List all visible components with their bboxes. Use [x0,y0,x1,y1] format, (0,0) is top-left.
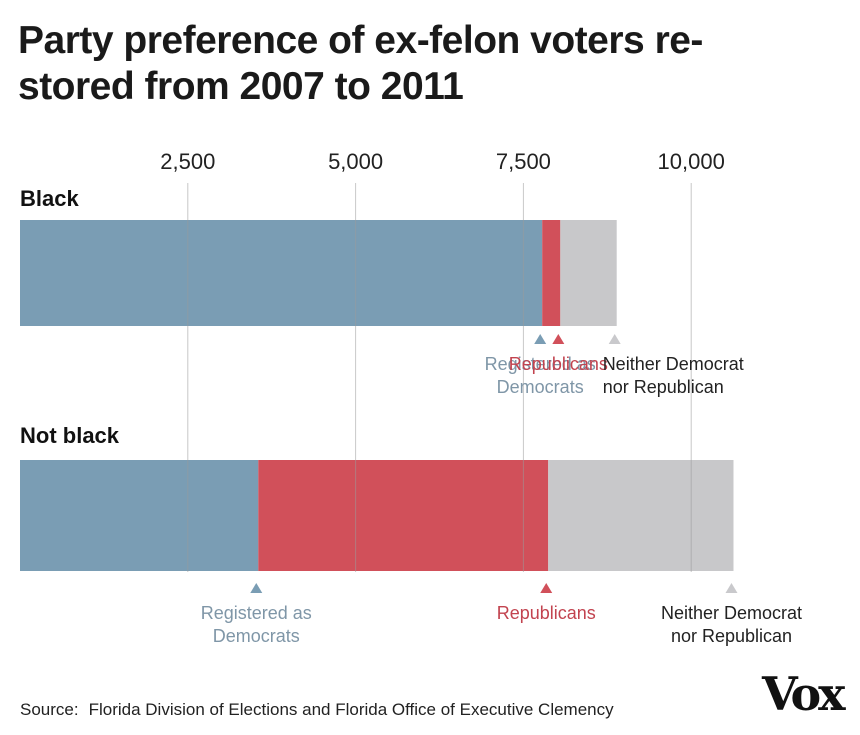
segment-label-line: Democrats [213,626,300,646]
bar-segment-1-1 [258,460,549,571]
segment-label-line: Registered as [485,354,596,374]
segment-label-1-2: Neither Democrat nor Republican [661,603,802,646]
segment-marker-0-1 [552,334,565,344]
segment-marker-1-0 [250,583,263,593]
segment-label-0-0: Registered as Democrats [485,354,596,397]
segment-label-line: Republicans [509,354,608,374]
segment-label-line: nor Republican [671,626,792,646]
chart-plot: 2,500 5,000 7,500 10,000 Black Registered as D… [20,149,802,646]
group-label-1: Not black [20,423,120,448]
segment-label-1-1: Republicans [497,603,596,623]
source-text: Florida Division of Elections and Florid… [88,700,614,719]
segment-label-1-0: Registered as Democrats [201,603,312,646]
segment-marker-1-2 [725,583,738,593]
segment-label-line: Democrats [497,377,584,397]
segment-label-line: Neither Democrat [603,354,744,374]
segment-marker-0-2 [608,334,621,344]
segment-label-0-1: Republicans [509,354,608,374]
title-line-1: Party preference of ex-felon voters re- [18,19,703,62]
segment-label-line: Republicans [497,603,596,623]
source-label: Source: [20,700,79,719]
bar-segment-0-0 [20,220,543,326]
bar-segment-1-2 [548,460,734,571]
group-label-0: Black [20,186,79,211]
x-tick-label-1: 5,000 [328,149,383,174]
source-note: Source: Florida Division of Elections and… [20,700,614,720]
title-line-2: stored from 2007 to 2011 [18,65,464,108]
segment-label-line: Registered as [201,603,312,623]
segment-marker-0-0 [534,334,547,344]
bar-segment-0-2 [560,220,617,326]
bar-segment-0-1 [542,220,561,326]
segment-label-line: nor Republican [603,377,724,397]
segment-label-line: Neither Democrat [661,603,802,623]
x-tick-label-3: 10,000 [658,149,725,174]
segment-label-0-2: Neither Democrat nor Republican [603,354,744,397]
x-tick-label-0: 2,500 [160,149,215,174]
bar-segment-1-0 [20,460,259,571]
chart-title: Party preference of ex-felon voters re- … [18,18,738,110]
vox-logo: Vox [762,667,846,721]
x-tick-label-2: 7,500 [496,149,551,174]
segment-marker-1-1 [540,583,553,593]
